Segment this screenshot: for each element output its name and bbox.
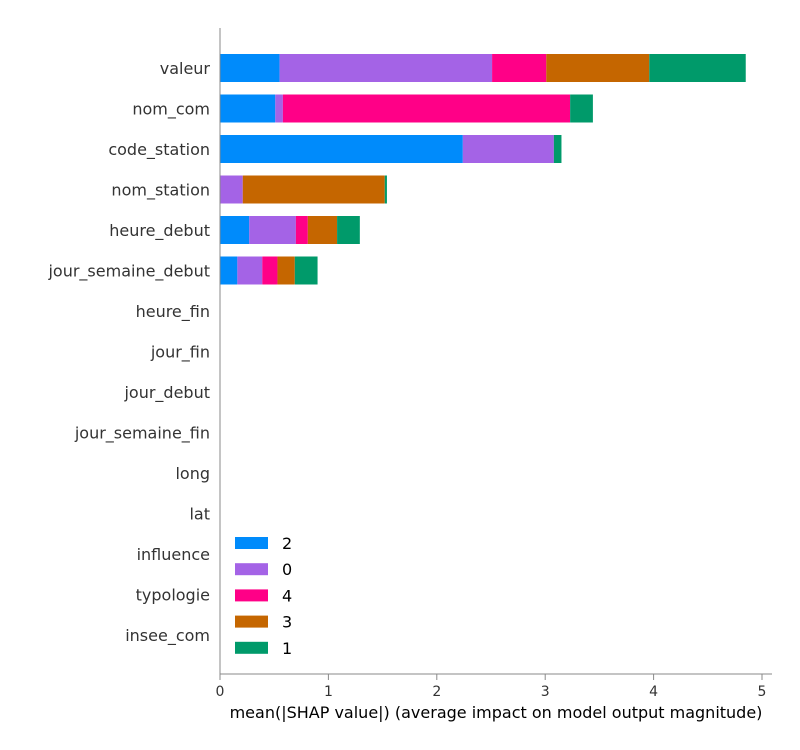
bar-jour_semaine_debut-class-4 — [262, 256, 278, 285]
category-labels: valeur nom_com code_station nom_stationheur… — [47, 59, 210, 646]
legend-label-4: 4 — [282, 586, 292, 605]
bar-heure_debut-class-4 — [295, 216, 308, 244]
category-label-typologie: typologie — [136, 586, 210, 605]
legend-label-1: 1 — [282, 639, 292, 658]
bar-nom_com-class-1 — [570, 94, 593, 123]
bar-nom_com-class-0 — [275, 94, 283, 123]
bar-valeur-class-0 — [279, 54, 493, 82]
bar-nom_station-class-1 — [384, 175, 387, 204]
category-label-nom_station: nom_station — [111, 181, 210, 201]
legend-swatch-1 — [235, 641, 268, 654]
legend-label-3: 3 — [282, 613, 292, 632]
bar-code_station-class-2 — [220, 135, 463, 163]
bar-heure_debut-class-0 — [249, 216, 296, 244]
x-ticks: 0 1 2 3 4 5 — [216, 674, 767, 700]
legend-label-2: 2 — [282, 534, 292, 553]
x-tick-label: 3 — [541, 684, 550, 700]
bar-jour_semaine_debut-class-2 — [220, 256, 238, 285]
x-tick-label: 0 — [216, 684, 225, 700]
legend-label-0: 0 — [282, 560, 292, 579]
bar-jour_semaine_debut-class-1 — [294, 256, 318, 285]
category-label-insee_com: insee_com — [125, 626, 210, 646]
legend-swatch-0 — [235, 563, 268, 576]
bars-group — [220, 54, 746, 285]
x-tick-label: 5 — [758, 684, 767, 700]
category-label-long: long — [175, 464, 210, 483]
bar-jour_semaine_debut-class-0 — [237, 256, 263, 285]
x-axis-label: mean(|SHAP value|) (average impact on mo… — [230, 703, 763, 722]
bar-nom_station-class-3 — [242, 175, 385, 204]
category-label-jour_semaine_fin: jour_semaine_fin — [74, 424, 210, 444]
legend-swatch-4 — [235, 589, 268, 602]
bar-jour_semaine_debut-class-3 — [277, 256, 295, 285]
category-label-jour_debut: jour_debut — [123, 383, 210, 403]
category-label-valeur: valeur — [160, 59, 211, 78]
bar-nom_com-class-4 — [282, 94, 571, 123]
category-label-jour_semaine_debut: jour_semaine_debut — [47, 262, 210, 282]
category-label-nom_com: nom_com — [132, 100, 210, 120]
category-label-code_station: code_station — [108, 140, 210, 160]
legend-swatch-3 — [235, 615, 268, 628]
bar-heure_debut-class-1 — [337, 216, 360, 244]
category-label-heure_debut: heure_debut — [109, 221, 210, 241]
x-tick-label: 2 — [432, 684, 441, 700]
legend: 2 0 4 3 1 — [235, 534, 292, 658]
x-tick-label: 4 — [649, 684, 658, 700]
bar-valeur-class-2 — [220, 54, 280, 82]
bar-code_station-class-1 — [553, 135, 562, 163]
category-label-influence: influence — [137, 545, 210, 564]
bar-code_station-class-0 — [462, 135, 554, 163]
category-label-lat: lat — [189, 505, 210, 524]
bar-valeur-class-1 — [649, 54, 746, 82]
bar-nom_com-class-2 — [220, 94, 276, 123]
category-label-heure_fin: heure_fin — [136, 302, 210, 322]
bar-nom_station-class-0 — [220, 175, 243, 204]
bar-heure_debut-class-3 — [307, 216, 338, 244]
x-tick-label: 1 — [324, 684, 333, 700]
legend-swatch-2 — [235, 537, 268, 549]
bar-heure_debut-class-2 — [220, 216, 250, 244]
category-label-jour_fin: jour_fin — [150, 343, 210, 363]
bar-valeur-class-4 — [492, 54, 547, 82]
bar-valeur-class-3 — [546, 54, 650, 82]
